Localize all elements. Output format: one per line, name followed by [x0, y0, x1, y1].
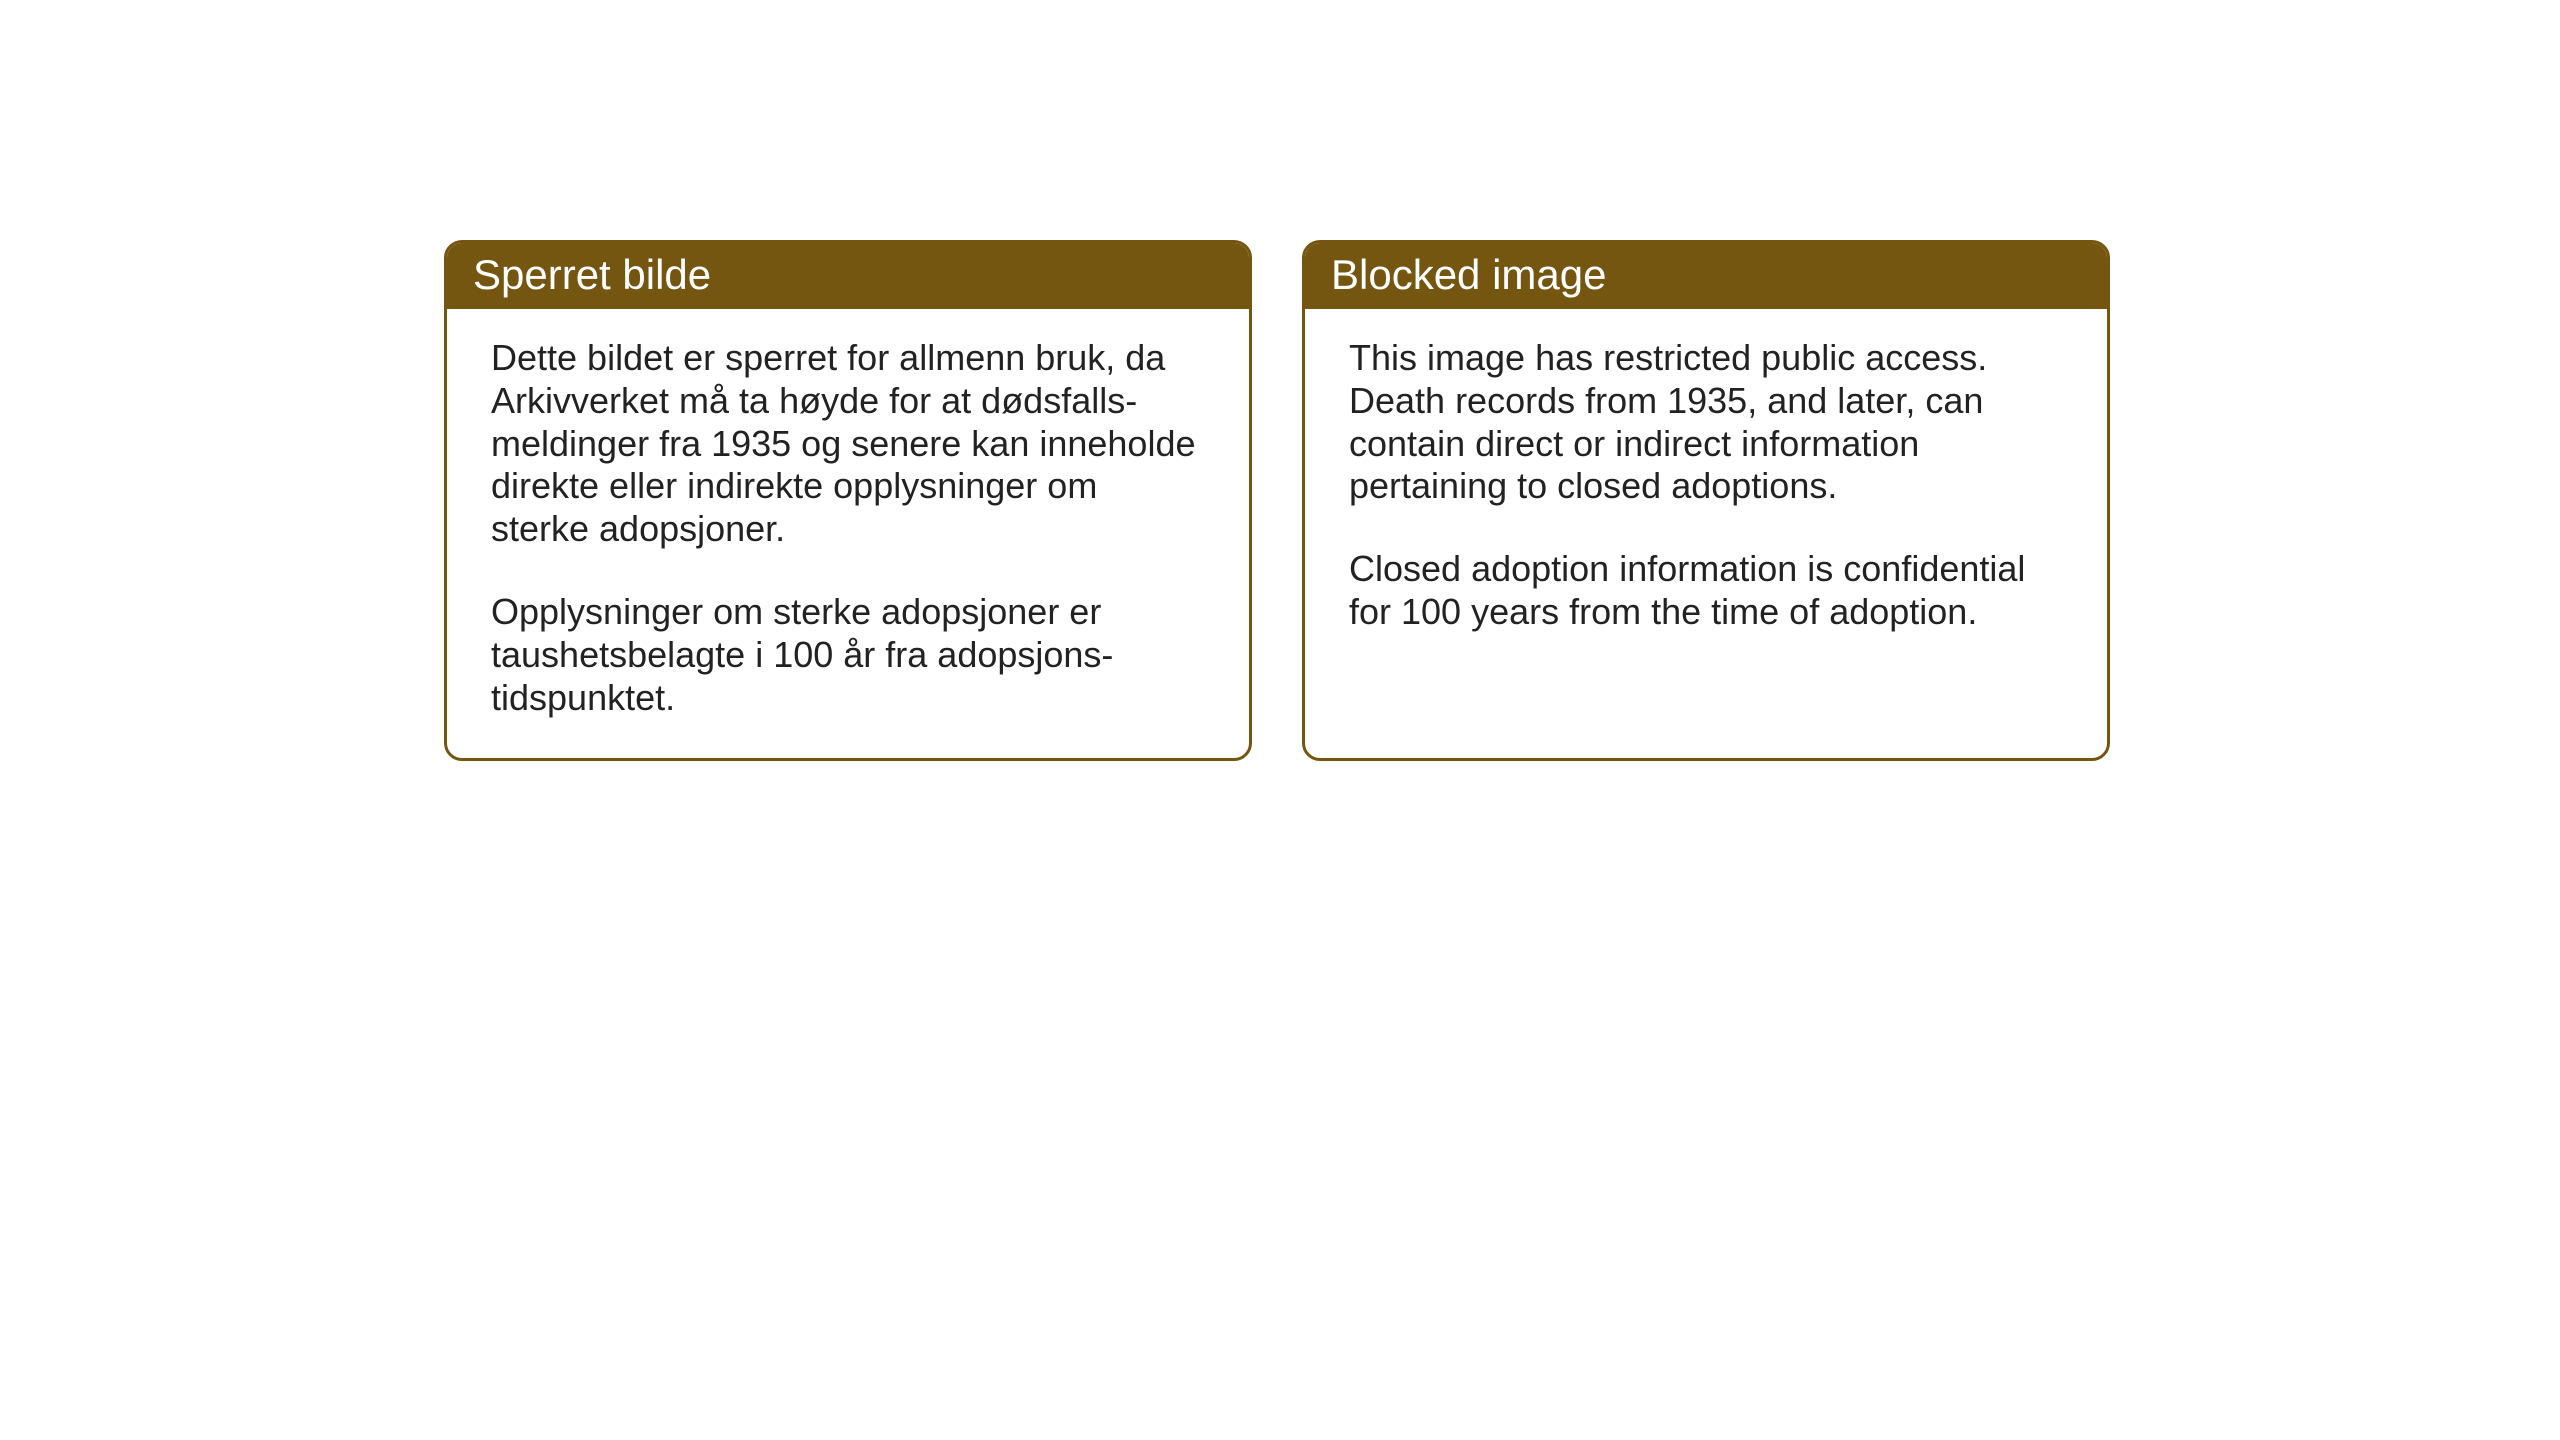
notice-paragraph: This image has restricted public access.…: [1349, 337, 2063, 508]
notice-body-norwegian: Dette bildet er sperret for allmenn bruk…: [447, 309, 1249, 758]
notice-box-english: Blocked image This image has restricted …: [1302, 240, 2110, 761]
notice-box-norwegian: Sperret bilde Dette bildet er sperret fo…: [444, 240, 1252, 761]
notice-paragraph: Dette bildet er sperret for allmenn bruk…: [491, 337, 1205, 551]
notice-body-english: This image has restricted public access.…: [1305, 309, 2107, 749]
notice-paragraph: Opplysninger om sterke adopsjoner er tau…: [491, 591, 1205, 719]
notice-header-english: Blocked image: [1305, 243, 2107, 309]
notice-container: Sperret bilde Dette bildet er sperret fo…: [0, 0, 2560, 761]
notice-header-norwegian: Sperret bilde: [447, 243, 1249, 309]
notice-paragraph: Closed adoption information is confident…: [1349, 548, 2063, 634]
